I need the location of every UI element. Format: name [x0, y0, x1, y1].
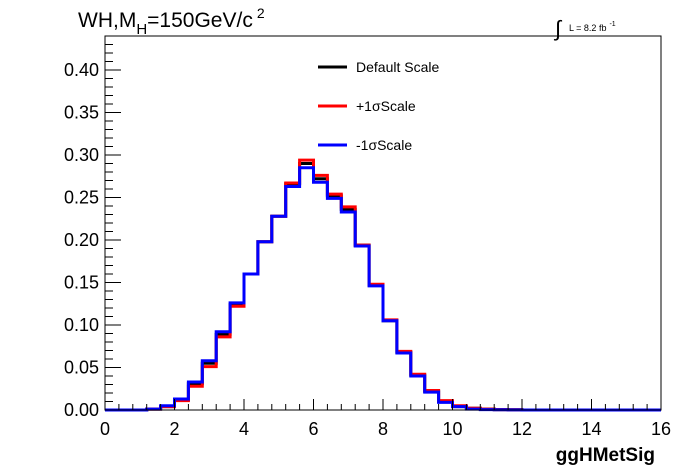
lumi-label-sup: -1: [609, 21, 615, 28]
integral-sign: ∫: [553, 16, 563, 41]
series-layer: [105, 158, 661, 412]
x-tick-label: 14: [581, 419, 601, 439]
legend-label-0: Default Scale: [356, 59, 439, 75]
x-tick-label: 2: [169, 419, 179, 439]
x-tick-label: 0: [100, 419, 110, 439]
chart-title-rest: =150GeV/c: [147, 9, 253, 32]
y-tick-label: 0.25: [64, 188, 99, 208]
chart-title-sub: H: [136, 21, 147, 38]
x-axis: 0 2 4 6 8 10 12 14 16: [100, 399, 671, 439]
y-tick-label: 0.15: [64, 273, 99, 293]
lumi-label: L = 8.2 fb -1: [569, 21, 616, 33]
x-tick-label: 12: [512, 419, 532, 439]
legend: Default Scale +1σScale -1σScale: [318, 59, 439, 153]
x-tick-label: 10: [442, 419, 462, 439]
chart-title: WH,MH=150GeV/c 2: [78, 5, 265, 38]
y-tick-label: 0.10: [64, 315, 99, 335]
x-tick-label: 16: [651, 419, 671, 439]
x-tick-label: 6: [308, 419, 318, 439]
y-tick-label: 0.40: [64, 60, 99, 80]
y-tick-label: 0.00: [64, 400, 99, 420]
y-tick-label: 0.30: [64, 145, 99, 165]
legend-label-1: +1σScale: [356, 98, 416, 114]
legend-label-2: -1σScale: [356, 137, 412, 153]
chart-title-sup: 2: [257, 5, 265, 21]
x-tick-label: 4: [239, 419, 249, 439]
series-line-2: [105, 166, 661, 412]
y-tick-label: 0.05: [64, 358, 99, 378]
plot-frame: [104, 35, 662, 411]
x-tick-label: 8: [378, 419, 388, 439]
y-tick-label: 0.35: [64, 103, 99, 123]
lumi-label-text: L = 8.2 fb: [569, 23, 606, 33]
y-axis: 0.00 0.05 0.10 0.15 0.20 0.25 0.30 0.35 0.40: [64, 35, 121, 420]
y-tick-label: 0.20: [64, 230, 99, 250]
chart-title-main: WH,M: [78, 9, 136, 32]
x-axis-label: ggHMetSig: [556, 445, 655, 466]
